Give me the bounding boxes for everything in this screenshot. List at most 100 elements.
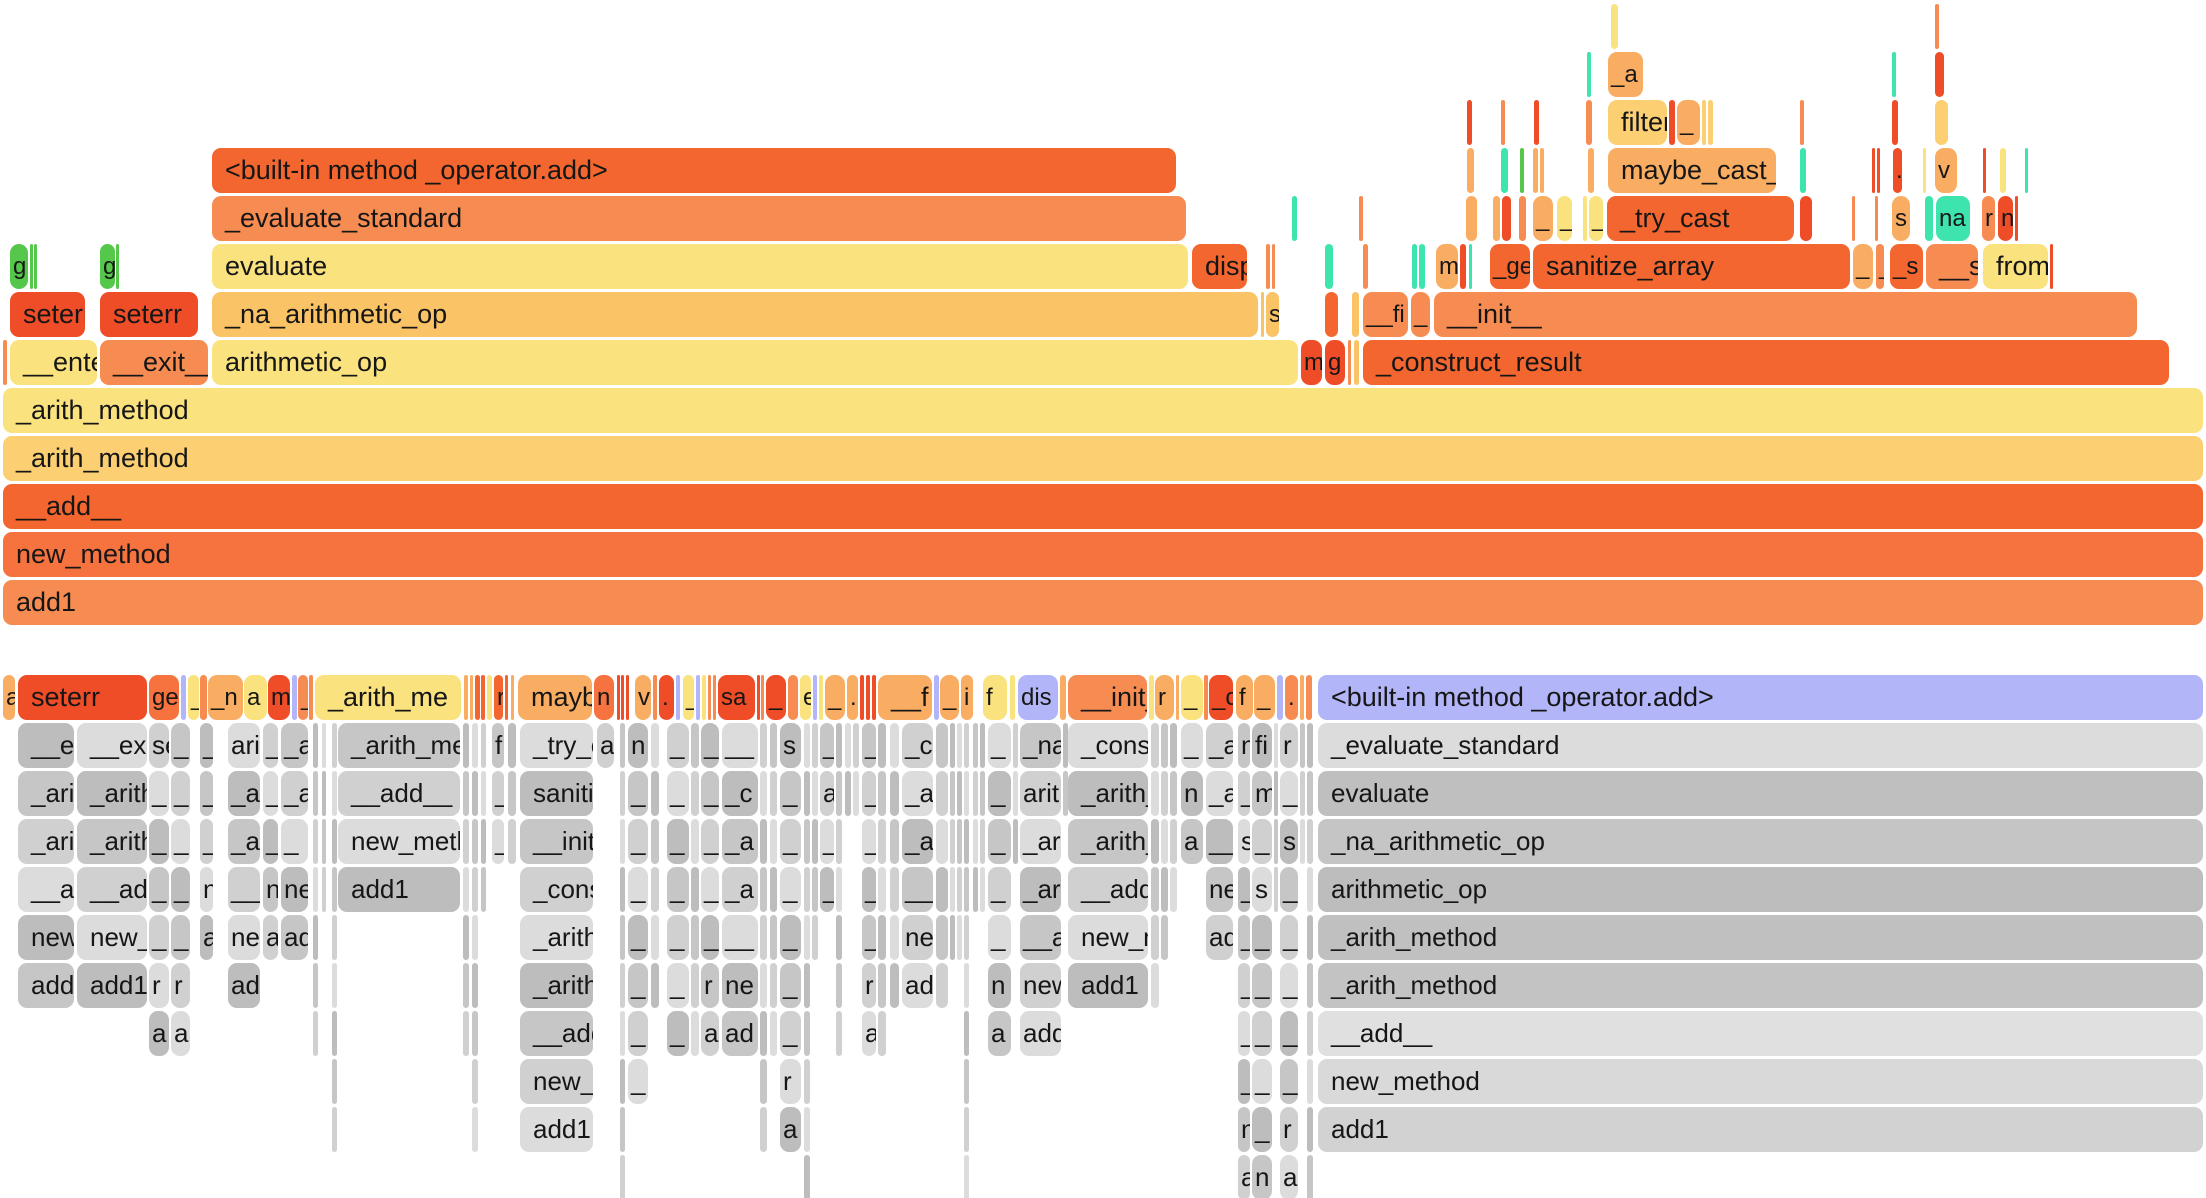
- caller-frame[interactable]: [957, 915, 962, 960]
- caller-frame[interactable]: [651, 819, 659, 864]
- caller-frame[interactable]: _: [820, 819, 834, 864]
- caller-frame[interactable]: __: [1206, 819, 1233, 864]
- caller-frame[interactable]: [481, 723, 486, 768]
- caller-frame[interactable]: [804, 819, 810, 864]
- flame-frame[interactable]: [1800, 100, 1804, 145]
- caller-frame[interactable]: new: [1020, 963, 1061, 1008]
- flame-frame[interactable]: [1149, 675, 1154, 720]
- caller-frame[interactable]: [463, 867, 469, 912]
- caller-frame[interactable]: _: [200, 723, 213, 768]
- caller-frame[interactable]: [1300, 771, 1305, 816]
- caller-frame[interactable]: _: [988, 723, 1011, 768]
- caller-frame[interactable]: _: [1280, 915, 1298, 960]
- caller-frame[interactable]: a: [597, 723, 614, 768]
- flame-frame[interactable]: [702, 675, 706, 720]
- flame-frame[interactable]: evaluate: [212, 244, 1188, 289]
- caller-frame[interactable]: add1: [77, 963, 147, 1008]
- selected-frame[interactable]: [1277, 675, 1283, 720]
- caller-frame[interactable]: [313, 723, 318, 768]
- caller-frame[interactable]: [1170, 819, 1177, 864]
- caller-frame[interactable]: [760, 1011, 767, 1056]
- flame-frame[interactable]: [761, 675, 764, 720]
- caller-frame[interactable]: [1300, 723, 1305, 768]
- caller-frame[interactable]: a: [263, 915, 278, 960]
- caller-frame[interactable]: _: [701, 915, 719, 960]
- flame-frame[interactable]: [1325, 292, 1338, 337]
- flame-frame[interactable]: [1176, 675, 1179, 720]
- caller-frame[interactable]: [770, 819, 777, 864]
- flame-frame[interactable]: e: [800, 675, 811, 720]
- caller-frame[interactable]: [836, 771, 842, 816]
- caller-frame[interactable]: [853, 723, 859, 768]
- flame-frame[interactable]: [1363, 244, 1368, 289]
- caller-frame[interactable]: [980, 771, 985, 816]
- flame-frame[interactable]: [1412, 244, 1417, 289]
- caller-frame[interactable]: _: [628, 867, 648, 912]
- flame-frame[interactable]: [1359, 196, 1363, 241]
- flame-frame[interactable]: [788, 675, 798, 720]
- caller-frame[interactable]: __er: [18, 723, 74, 768]
- caller-frame[interactable]: ad: [281, 915, 308, 960]
- flame-frame[interactable]: [1519, 196, 1526, 241]
- caller-frame[interactable]: r: [1280, 723, 1298, 768]
- caller-frame[interactable]: [508, 771, 516, 816]
- flame-frame[interactable]: _: [825, 675, 845, 720]
- caller-frame[interactable]: _: [1252, 819, 1272, 864]
- caller-frame[interactable]: _a: [281, 771, 308, 816]
- caller-frame[interactable]: n: [1238, 1107, 1250, 1152]
- caller-frame[interactable]: _arith: [520, 915, 593, 960]
- caller-frame[interactable]: _: [1280, 1059, 1298, 1104]
- caller-frame[interactable]: [1161, 867, 1168, 912]
- flame-frame[interactable]: __exit__: [100, 340, 208, 385]
- flame-frame[interactable]: [1469, 244, 1472, 289]
- flame-frame[interactable]: [511, 675, 514, 720]
- caller-frame[interactable]: _arith: [520, 963, 593, 1008]
- caller-frame[interactable]: n: [1181, 771, 1203, 816]
- flame-frame[interactable]: [2050, 244, 2053, 289]
- caller-frame[interactable]: _a: [722, 819, 758, 864]
- caller-frame[interactable]: _a: [228, 819, 260, 864]
- caller-frame[interactable]: [878, 819, 886, 864]
- caller-frame[interactable]: [651, 963, 659, 1008]
- caller-frame[interactable]: a: [1181, 819, 1203, 864]
- flame-frame[interactable]: .: [659, 675, 674, 720]
- flame-frame[interactable]: _na_arithmetic_op: [212, 292, 1258, 337]
- caller-frame[interactable]: _: [171, 867, 190, 912]
- caller-frame[interactable]: [1307, 1059, 1313, 1104]
- caller-frame[interactable]: [957, 867, 962, 912]
- flame-frame[interactable]: filter: [1608, 100, 1667, 145]
- flame-frame[interactable]: [1583, 196, 1587, 241]
- caller-frame[interactable]: [878, 1011, 886, 1056]
- caller-frame[interactable]: _: [667, 963, 689, 1008]
- caller-frame[interactable]: new_m: [1068, 915, 1148, 960]
- caller-frame[interactable]: n: [263, 867, 278, 912]
- flame-frame[interactable]: __f: [878, 675, 932, 720]
- caller-frame[interactable]: [472, 819, 478, 864]
- caller-frame[interactable]: [322, 723, 326, 768]
- caller-frame[interactable]: _: [1252, 1107, 1272, 1152]
- selected-frame[interactable]: [934, 675, 939, 720]
- caller-frame[interactable]: __ac: [18, 867, 74, 912]
- caller-frame[interactable]: [472, 1011, 478, 1056]
- caller-frame[interactable]: [691, 771, 699, 816]
- caller-frame[interactable]: [760, 819, 767, 864]
- caller-frame[interactable]: ad: [228, 963, 260, 1008]
- flame-frame[interactable]: from_: [1983, 244, 2048, 289]
- caller-frame[interactable]: _: [149, 867, 169, 912]
- caller-frame[interactable]: [313, 963, 318, 1008]
- caller-frame[interactable]: _: [1252, 1011, 1272, 1056]
- flame-frame[interactable]: [1501, 100, 1505, 145]
- caller-frame[interactable]: [770, 771, 777, 816]
- flame-frame[interactable]: s: [1892, 196, 1910, 241]
- caller-frame[interactable]: ne: [1206, 867, 1233, 912]
- caller-frame[interactable]: _: [171, 771, 190, 816]
- caller-frame[interactable]: [957, 771, 962, 816]
- caller-frame[interactable]: [463, 771, 469, 816]
- flame-frame[interactable]: arithmetic_op: [212, 340, 1298, 385]
- caller-frame[interactable]: [770, 963, 777, 1008]
- caller-frame[interactable]: [481, 819, 486, 864]
- caller-frame[interactable]: s: [1238, 819, 1250, 864]
- flame-frame[interactable]: [1354, 340, 1359, 385]
- flame-frame[interactable]: a: [244, 675, 267, 720]
- flame-frame[interactable]: [470, 675, 473, 720]
